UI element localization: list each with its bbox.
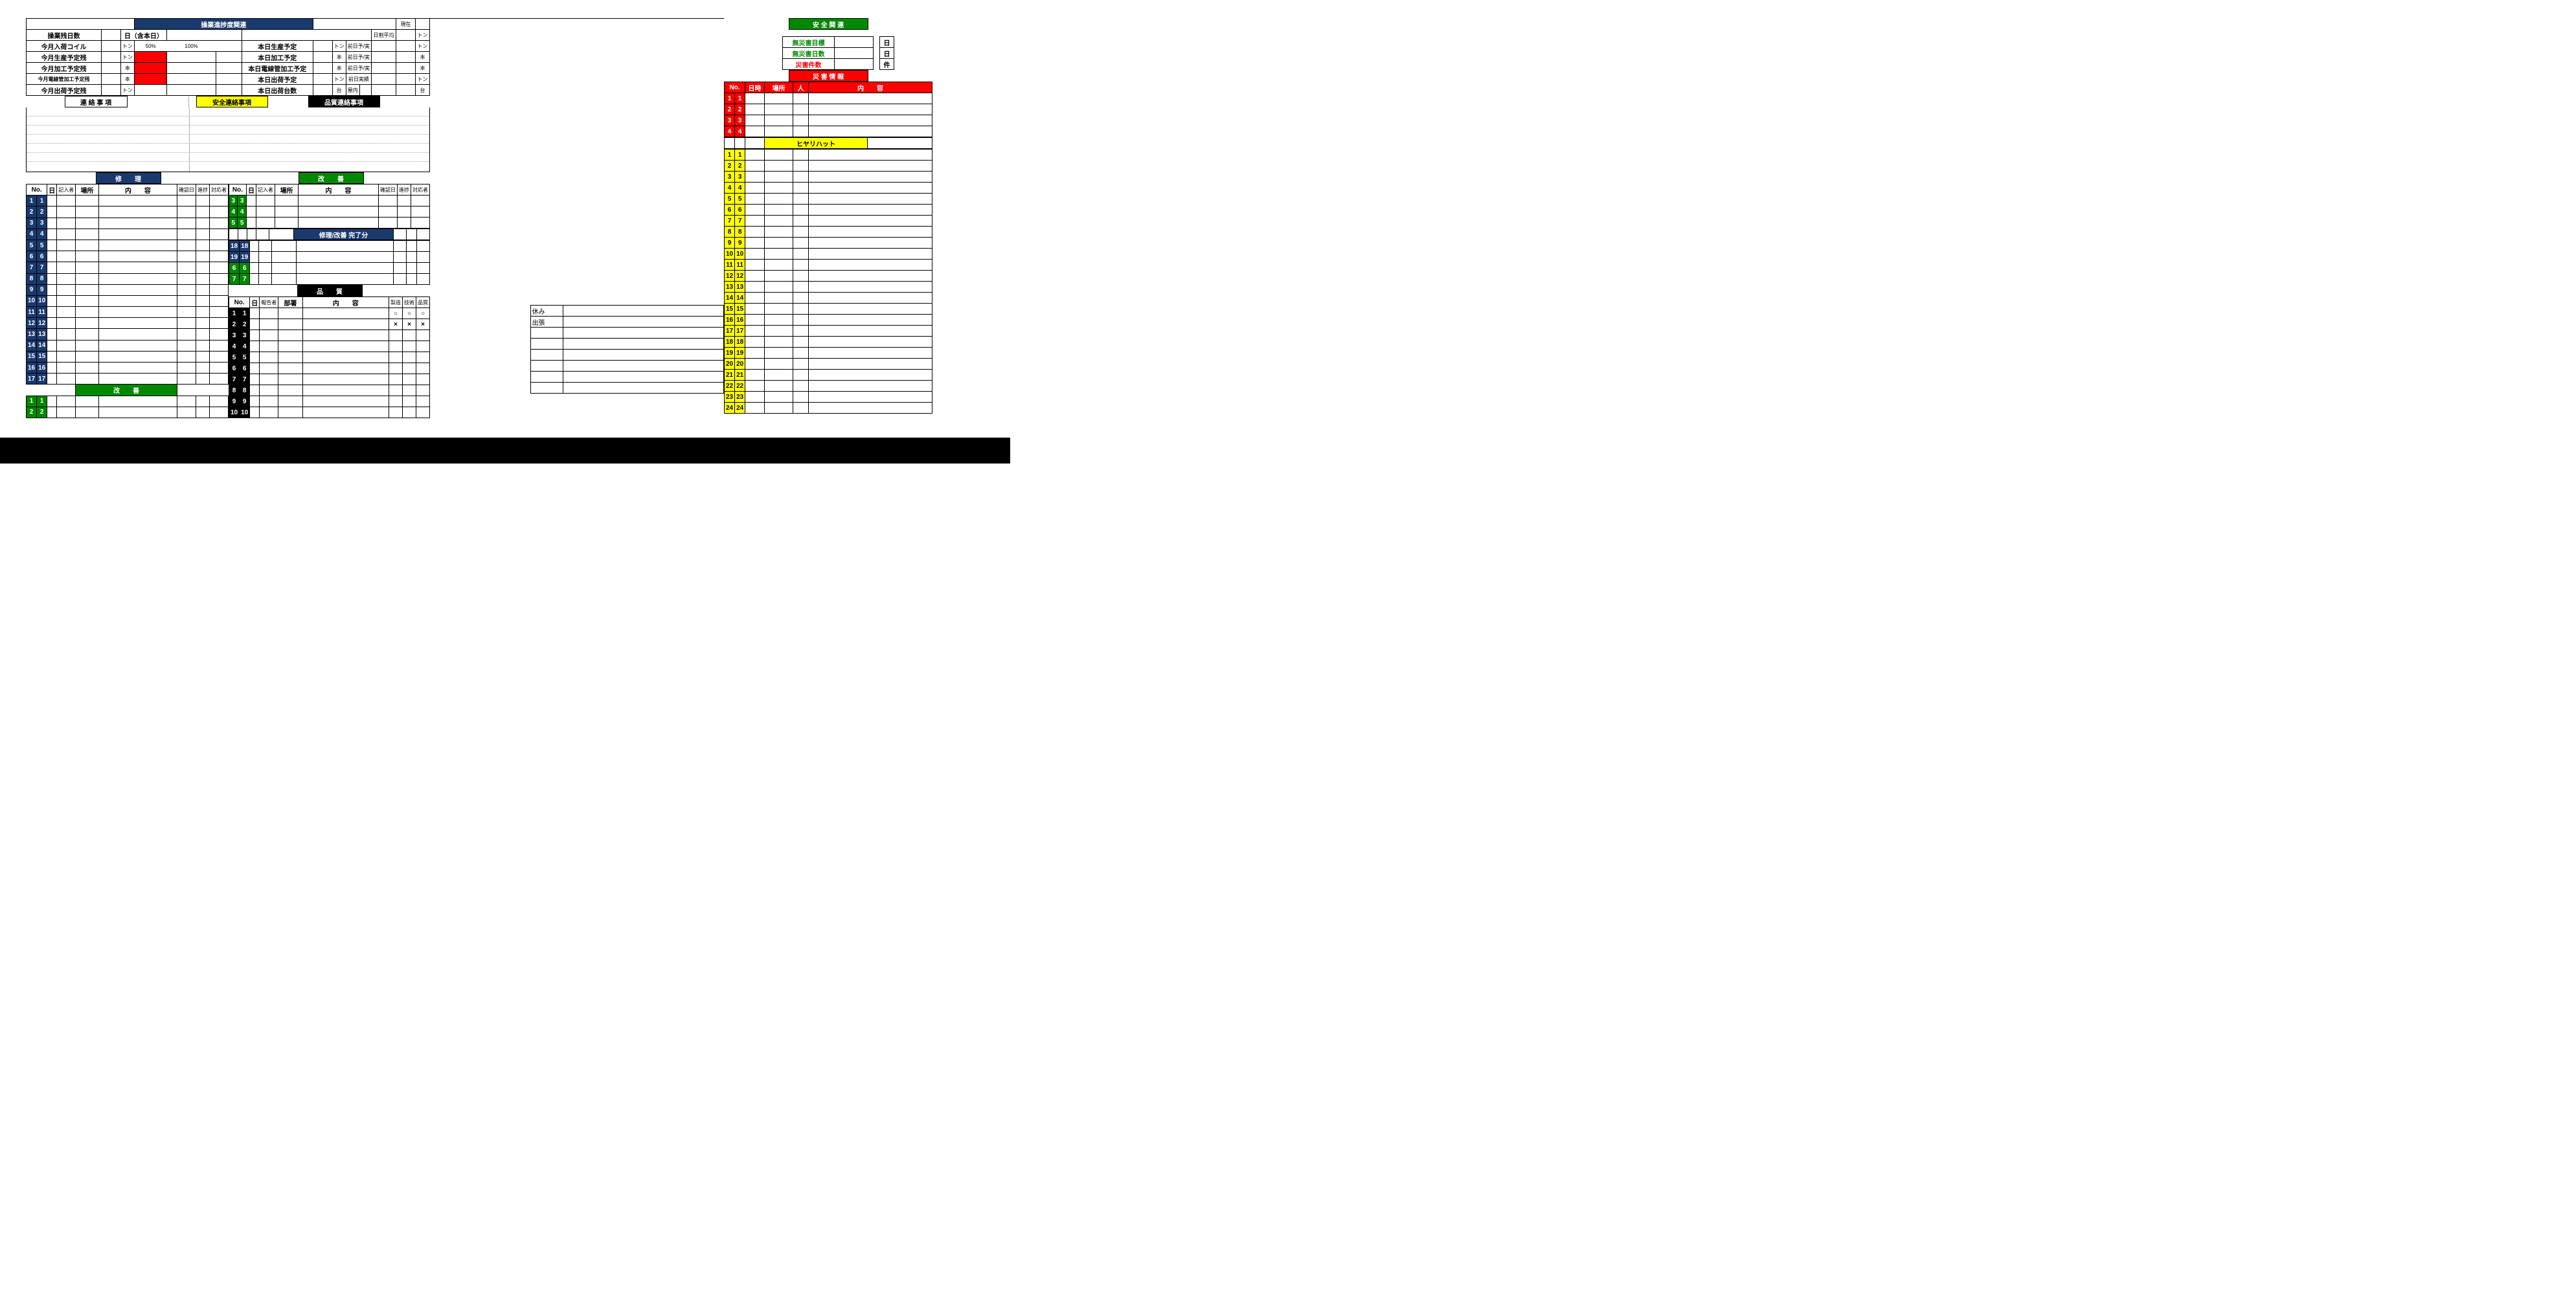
hiyari-table: 1122334455667788991010111112121313141415… [724, 149, 932, 414]
middle-column: 休み 出張 [430, 18, 724, 418]
ops-now-label: 現在 [396, 19, 415, 30]
mid-notes-table: 休み 出張 [430, 305, 724, 394]
done-table: 181819196677 [229, 240, 430, 285]
ops-header: 操業進捗度関連 [134, 19, 313, 30]
disaster-table: No. 日時 場所 人 内 容 11223344 [724, 82, 932, 137]
safety-column: 安 全 関 連 無災害目標 日 無災害日数 日 災害件数 件 災 害 情 報 [724, 18, 932, 418]
kaizen-right-table: No. 日 記入者 場所 内 容 確認日 進捗 対応者 334455 [229, 184, 430, 229]
ops-remain-days-label: 操業残日数 [27, 30, 102, 41]
operations-column: 操業進捗度関連 現在 操業残日数 日（含本日） 日割平均 トン 今月入荷コイ [26, 18, 430, 418]
repair-table: No. 日 記入者 場所 内 容 確認日 進捗 対応者 112233445566… [26, 184, 229, 418]
dashboard-page: 操業進捗度関連 現在 操業残日数 日（含本日） 日割平均 トン 今月入荷コイ [0, 0, 1010, 464]
repair-kaizen-headers: 修 理 改 善 [26, 172, 430, 184]
contact-headers: 連 絡 事 項 安全連絡事項 品質連絡事項 [26, 96, 430, 107]
ops-days-incl-label: 日（含本日） [120, 30, 166, 41]
quality-table: No. 日 報告者 部署 内 容 製造 技術 品質 11○○○22×××3344… [229, 296, 430, 418]
contact-notes-area[interactable] [26, 107, 430, 172]
bar-50 [134, 52, 166, 63]
ops-progress-table: 操業進捗度関連 現在 操業残日数 日（含本日） 日割平均 トン 今月入荷コイ [26, 18, 430, 96]
safety-targets: 無災害目標 日 無災害日数 日 災害件数 件 [782, 36, 894, 70]
